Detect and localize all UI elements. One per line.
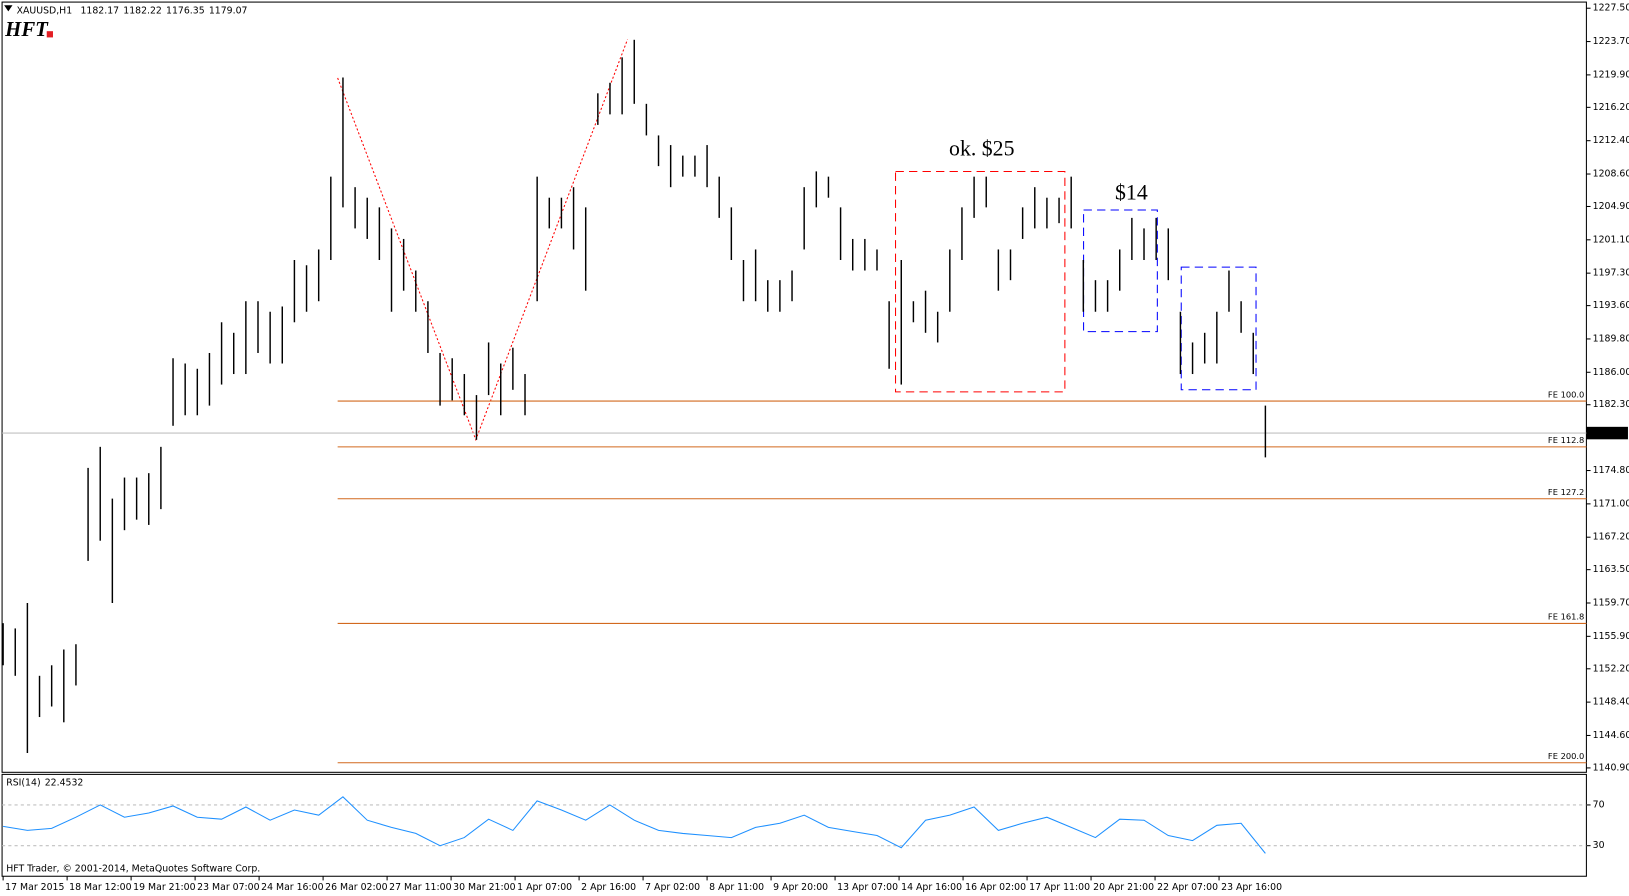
y-tick-label: 1189.80	[1593, 333, 1629, 344]
x-tick-label: 22 Apr 07:00	[1157, 882, 1218, 893]
logo-dot	[46, 31, 53, 38]
y-tick-label: 1174.80	[1593, 465, 1629, 476]
x-tick-label: 19 Mar 21:00	[133, 882, 195, 893]
price-label: 1179.07	[1590, 428, 1629, 439]
x-tick-label: 27 Mar 11:00	[389, 882, 451, 893]
fe-label: FE 127.2	[1548, 487, 1584, 497]
fe-label: FE 161.8	[1548, 612, 1584, 622]
x-tick-label: 24 Mar 16:00	[261, 882, 323, 893]
y-tick-label: 30	[1593, 840, 1605, 851]
y-tick-label: 70	[1593, 799, 1605, 810]
x-tick-label: 8 Apr 11:00	[709, 882, 764, 893]
price-box	[1586, 426, 1628, 440]
fe-label: FE 112.8	[1548, 435, 1584, 445]
x-tick-label: 17 Apr 11:00	[1029, 882, 1090, 893]
x-tick-label: 30 Mar 21:00	[453, 882, 515, 893]
rsi-value: 22.4532	[45, 777, 84, 788]
fe-label: FE 100.0	[1548, 389, 1584, 399]
x-tick-label: 18 Mar 12:00	[69, 882, 131, 893]
rsi-title: RSI(14) 22.4532	[6, 777, 83, 788]
y-tick-label: 1148.40	[1593, 697, 1629, 708]
y-tick-label: 1197.30	[1593, 268, 1629, 279]
x-tick-label: 20 Apr 21:00	[1093, 882, 1154, 893]
fe-label: FE 200.0	[1548, 751, 1584, 761]
main-frame	[1, 1, 1587, 773]
y-tick-label: 1223.70	[1593, 36, 1629, 47]
y-tick-label: 1152.20	[1593, 663, 1629, 674]
x-tick-label: 9 Apr 20:00	[773, 882, 828, 893]
y-tick-label: 1182.30	[1593, 399, 1629, 410]
y-tick-label: 1216.20	[1593, 102, 1629, 113]
y-tick-label: 1227.50	[1593, 3, 1629, 14]
y-tick-label: 1186.00	[1593, 367, 1629, 378]
rsi-line	[3, 796, 1266, 854]
x-tick-label: 13 Apr 07:00	[837, 882, 898, 893]
y-tick-label: 1204.90	[1593, 201, 1629, 212]
x-tick-label: 14 Apr 16:00	[901, 882, 962, 893]
menu-arrow	[4, 5, 13, 12]
y-tick-label: 1163.50	[1593, 564, 1629, 575]
x-tick-label: 7 Apr 02:00	[645, 882, 700, 893]
x-tick-label: 2 Apr 16:00	[581, 882, 636, 893]
y-tick-label: 1140.90	[1593, 762, 1629, 773]
range-box	[895, 170, 1066, 393]
annotation: ok. $25	[949, 137, 1015, 161]
y-tick-label: 1171.00	[1593, 498, 1629, 509]
x-tick-label: 16 Apr 02:00	[965, 882, 1026, 893]
y-tick-label: 1155.90	[1593, 631, 1629, 642]
y-tick-label: 1208.60	[1593, 169, 1629, 180]
quote-value: 1182.22	[123, 5, 162, 16]
quote-value: 1179.07	[209, 5, 248, 16]
rsi-frame	[1, 773, 1587, 877]
logo: HFT	[4, 18, 49, 41]
copyright: HFT Trader, © 2001-2014, MetaQuotes Soft…	[6, 863, 260, 874]
x-tick-label: 23 Mar 07:00	[197, 882, 259, 893]
symbol: XAUUSD,H1	[17, 5, 73, 16]
x-tick-label: 17 Mar 2015	[5, 882, 64, 893]
x-tick-label: 1 Apr 07:00	[517, 882, 572, 893]
rsi-name: RSI(14)	[6, 777, 40, 788]
quote-value: 1182.17	[80, 5, 119, 16]
y-tick-label: 1201.10	[1593, 234, 1629, 245]
annotation: $14	[1115, 180, 1148, 204]
y-tick-label: 1193.60	[1593, 300, 1629, 311]
x-tick-label: 23 Apr 16:00	[1221, 882, 1282, 893]
y-tick-label: 1159.70	[1593, 597, 1629, 608]
y-tick-label: 1219.90	[1593, 69, 1629, 80]
y-tick-label: 1167.20	[1593, 532, 1629, 543]
y-tick-label: 1212.40	[1593, 135, 1629, 146]
range-box	[1180, 266, 1257, 391]
symbol-header: XAUUSD,H1 1182.17 1182.22 1176.35 1179.07	[17, 5, 248, 16]
x-tick-label: 26 Mar 02:00	[325, 882, 387, 893]
y-tick-label: 1144.60	[1593, 730, 1629, 741]
quote-value: 1176.35	[166, 5, 205, 16]
